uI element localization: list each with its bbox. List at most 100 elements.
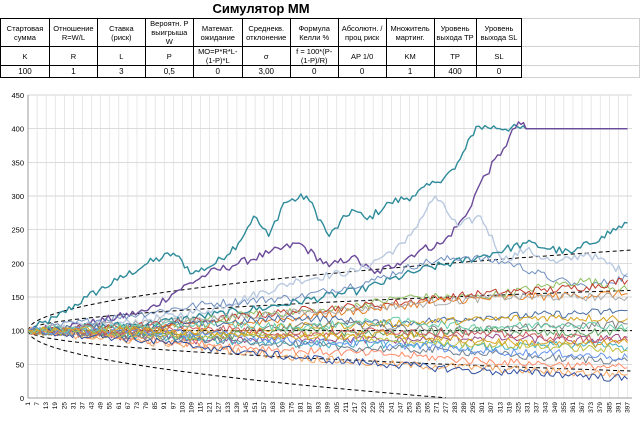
x-tick-label: 169 — [279, 402, 286, 413]
y-tick-label: 0 — [20, 394, 24, 403]
x-tick-label: 103 — [179, 402, 186, 413]
empty-cell[interactable] — [521, 65, 640, 78]
x-tick-label: 151 — [252, 402, 259, 413]
x-tick-label: 217 — [352, 402, 359, 413]
param-header[interactable]: Стартовая сумма — [0, 18, 50, 47]
x-tick-label: 133 — [225, 402, 232, 413]
x-tick-label: 313 — [497, 402, 504, 413]
param-header[interactable]: Вероятн. Р выигрыша W — [144, 18, 194, 47]
param-value[interactable]: 0,5 — [144, 65, 194, 78]
param-value[interactable]: 0 — [192, 65, 243, 78]
param-symbol[interactable]: R — [48, 46, 98, 66]
param-value[interactable]: 3 — [96, 65, 146, 78]
sigma-envelope-line — [27, 289, 631, 332]
x-tick-label: 97 — [170, 402, 177, 410]
x-tick-label: 343 — [543, 402, 550, 413]
empty-cell[interactable] — [521, 46, 640, 66]
param-header[interactable]: Среднекв. отклонение — [241, 18, 291, 47]
y-tick-label: 150 — [11, 293, 24, 302]
param-value[interactable]: 400 — [433, 65, 477, 78]
x-tick-label: 301 — [479, 402, 486, 413]
x-tick-label: 115 — [198, 402, 205, 413]
param-symbol[interactable]: SL — [475, 46, 523, 66]
param-value[interactable]: 100 — [0, 65, 50, 78]
x-tick-label: 211 — [343, 402, 350, 413]
x-tick-label: 193 — [316, 402, 323, 413]
x-tick-label: 325 — [515, 402, 522, 413]
x-tick-label: 331 — [525, 402, 532, 413]
x-tick-label: 271 — [434, 402, 441, 413]
x-axis: 1 7 13 19 25 31 37 43 49 55 61 67 73 79 85 91 97 103 109 11… — [25, 397, 632, 413]
series-line — [27, 195, 628, 333]
param-header[interactable]: Ставка (риск) — [96, 18, 146, 47]
x-tick-label: 319 — [506, 402, 513, 413]
x-tick-label: 181 — [297, 402, 304, 413]
y-tick-label: 400 — [11, 125, 24, 134]
param-header[interactable]: Уровень выхода TP — [433, 18, 477, 47]
y-tick-label: 300 — [11, 192, 24, 201]
parameters-header-row: Стартовая сумма Отношение R=W/L Ставка (ри… — [0, 18, 640, 47]
param-symbol[interactable]: σ — [241, 46, 291, 66]
x-tick-label: 373 — [588, 402, 595, 413]
series-line — [27, 254, 628, 333]
x-tick-label: 61 — [116, 402, 123, 410]
param-symbol[interactable]: f = 100*(P-(1-P)/R) — [289, 46, 339, 66]
x-tick-label: 397 — [624, 402, 631, 413]
series-line — [27, 277, 628, 335]
parameters-table: Стартовая сумма Отношение R=W/L Ставка (ри… — [0, 18, 640, 78]
x-tick-label: 127 — [216, 402, 223, 413]
x-tick-label: 361 — [570, 402, 577, 413]
param-value[interactable]: 3,00 — [241, 65, 291, 78]
param-value[interactable]: 0 — [289, 65, 339, 78]
param-header[interactable]: Отношение R=W/L — [48, 18, 98, 47]
param-value[interactable]: 0 — [337, 65, 387, 78]
param-header[interactable]: Уровень выхода SL — [475, 18, 523, 47]
y-tick-label: 350 — [11, 158, 24, 167]
x-tick-label: 37 — [79, 402, 86, 410]
x-tick-label: 337 — [534, 402, 541, 413]
x-tick-label: 55 — [107, 402, 114, 410]
sigma-envelope-line — [27, 330, 446, 399]
x-tick-label: 205 — [334, 402, 341, 413]
empty-cell[interactable] — [521, 18, 640, 47]
x-tick-label: 223 — [361, 402, 368, 413]
x-tick-label: 19 — [52, 402, 59, 410]
chart-gridlines — [27, 94, 632, 399]
series-line — [27, 328, 628, 382]
series-line — [27, 326, 628, 361]
x-tick-label: 91 — [161, 402, 168, 410]
param-symbol[interactable]: L — [96, 46, 146, 66]
x-tick-label: 355 — [561, 402, 568, 413]
parameters-value-row: 100 1 3 0,5 0 3,00 0 0 1 400 0 — [0, 65, 640, 78]
param-symbol[interactable]: KM — [385, 46, 435, 66]
param-symbol[interactable]: K — [0, 46, 50, 66]
param-symbol[interactable]: P — [144, 46, 194, 66]
param-symbol[interactable]: MO=P*R*L-(1-P)*L — [192, 46, 243, 66]
x-tick-label: 391 — [615, 402, 622, 413]
param-symbol[interactable]: AP 1/0 — [337, 46, 387, 66]
param-value[interactable]: 0 — [475, 65, 523, 78]
param-header[interactable]: Математ. ожидание — [192, 18, 243, 47]
x-tick-label: 187 — [307, 402, 314, 413]
x-tick-label: 295 — [470, 402, 477, 413]
param-symbol[interactable]: TP — [433, 46, 477, 66]
series-line — [27, 325, 628, 348]
x-tick-label: 277 — [443, 402, 450, 413]
x-tick-label: 49 — [98, 402, 105, 410]
x-tick-label: 25 — [61, 402, 68, 410]
x-tick-label: 157 — [261, 402, 268, 413]
simulation-series — [27, 121, 628, 382]
x-tick-label: 265 — [425, 402, 432, 413]
param-header[interactable]: Формула Келли % — [289, 18, 339, 47]
sigma-envelope-line — [27, 330, 631, 372]
x-tick-label: 145 — [243, 402, 250, 413]
series-line — [27, 327, 628, 371]
param-header[interactable]: Абсолютн. /проц риск — [337, 18, 387, 47]
param-value[interactable]: 1 — [48, 65, 98, 78]
param-header[interactable]: Множитель мартинг. — [385, 18, 435, 47]
param-value[interactable]: 1 — [385, 65, 435, 78]
x-tick-label: 109 — [188, 402, 195, 413]
x-tick-label: 385 — [606, 402, 613, 413]
x-tick-label: 247 — [397, 402, 404, 413]
x-tick-label: 73 — [134, 402, 141, 410]
